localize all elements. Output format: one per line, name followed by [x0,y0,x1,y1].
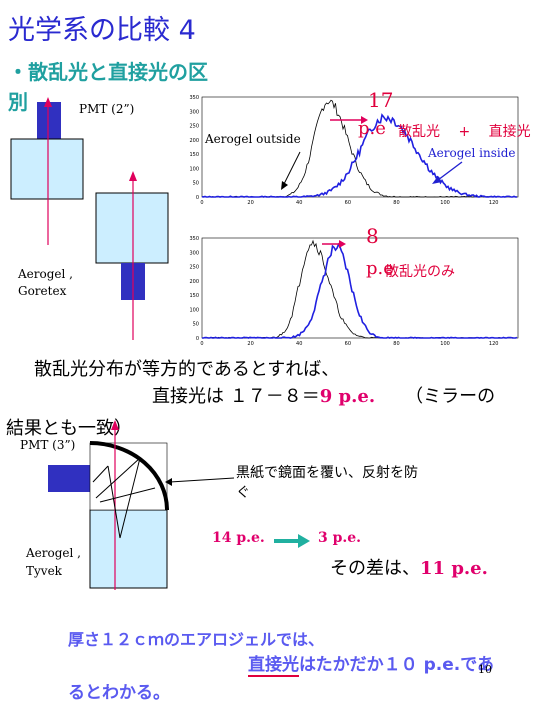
arrow-head-icon [44,97,52,107]
series-aerogel-inside [202,242,518,339]
y-tick-label: 0 [196,195,199,201]
y-tick-label: 300 [189,109,199,115]
value-before: 14 p.e. [212,530,265,546]
y-tick-label: 100 [189,307,199,313]
y-tick-label: 200 [189,279,199,285]
tyvek-label: Tyvek [26,564,62,578]
y-tick-labels: 350 300 250 200 150 100 50 0 [189,95,199,201]
difference-value: 11 p.e. [420,558,488,579]
setup-diagram-top [10,97,169,340]
aerogel-label: Aerogel , [18,267,73,281]
x-tick-label: 80 [393,341,399,347]
y-tick-label: 250 [189,124,199,130]
statement-line-1: 散乱光分布が等方的であるとすれば、 [34,359,340,380]
statement-suffix: （ミラーの [405,386,496,407]
arrow-head-icon [339,240,346,248]
conclusion-rest: はたかだか１０ p.e.であ [299,655,495,675]
pmt-large [48,465,90,492]
x-tick-label: 100 [440,341,450,347]
aerogel-box-shifted [95,192,169,264]
page-number: 10 [478,663,492,676]
conclusion-line-3: るとわかる。 [68,683,170,703]
x-tick-label: 60 [345,200,351,206]
x-tick-label: 100 [440,200,450,206]
value-after: 3 p.e. [318,530,362,546]
statement-line-3: 結果とも一致） [6,418,132,439]
aerogel-label-2: Aerogel , [26,546,81,560]
x-tick-label: 0 [200,200,203,206]
y-tick-label: 350 [189,95,199,101]
x-tick-labels: 0 20 40 60 80 100 120 [200,200,498,206]
histogram-top: 350 300 250 200 150 100 50 0 0 20 40 60 80 100 120 [189,95,519,206]
slide-title: 光学系の比較 4 [8,15,196,46]
label-aerogel-inside: Aerogel inside [428,146,516,160]
x-tick-label: 0 [200,341,203,347]
annotation-scattered-only: 散乱光のみ [385,264,455,280]
y-tick-label: 250 [189,265,199,271]
goretex-label: Goretex [18,284,67,298]
shift-bottom-unit: p.e [366,258,394,279]
arrow-head-icon [111,420,119,430]
aerogel-box-tyvek [89,509,168,589]
statement-line-2: 直接光は １７－８＝9 p.e. （ミラーの [152,382,495,408]
series-aerogel-inside [201,113,518,198]
y-tick-label: 50 [193,181,199,187]
x-tick-label: 40 [296,200,302,206]
shift-bottom-number: 8 [366,224,379,248]
y-tick-label: 100 [189,166,199,172]
histogram-bottom: 350 300 250 200 150 100 50 0 0 20 40 60 80 100 120 [189,236,519,347]
pmt-small [37,102,61,139]
y-tick-label: 200 [189,138,199,144]
arrow-head-icon [165,478,172,486]
arrow-head-icon [432,176,442,184]
label-aerogel-outside: Aerogel outside [205,132,301,146]
arrow-head-icon [281,181,288,190]
difference-prefix: その差は、 [330,558,420,579]
difference-line: その差は、11 p.e. [330,554,488,580]
x-tick-labels: 0 20 40 60 80 100 120 [200,341,498,347]
y-tick-label: 150 [189,293,199,299]
arrow-head-icon [129,171,137,181]
y-tick-label: 300 [189,250,199,256]
mirror-housing [89,442,168,511]
subtitle-continued: 別 [8,90,28,114]
y-tick-label: 0 [196,336,199,342]
pmt-label-3inch: PMT (3”) [20,438,76,452]
subtitle: ・散乱光と直接光の区 [8,60,208,84]
x-tick-label: 20 [247,200,253,206]
shift-top-unit: p.e [358,118,386,139]
y-tick-label: 150 [189,152,199,158]
pmt-label-2inch: PMT (2”) [79,102,135,116]
conclusion-underlined: 直接光 [248,655,299,677]
x-tick-label: 40 [296,341,302,347]
black-paper-note-continued: ぐ [236,485,250,501]
setup-diagram-mirror [48,420,235,590]
y-tick-labels: 350 300 250 200 150 100 50 0 [189,236,199,342]
y-tick-label: 50 [193,322,199,328]
black-paper-mirror [89,441,169,511]
x-tick-label: 120 [489,341,499,347]
annotation-scattered-plus-direct: 散乱光 + 直接光 [398,124,531,140]
direct-light-value: 9 p.e. [319,386,376,407]
black-paper-note: 黒紙で鏡面を覆い、反射を防 [236,465,418,481]
shift-top-number: 17 [368,88,394,112]
aerogel-box-top [10,138,84,200]
arrow-head-icon [361,116,368,124]
conclusion-line-1: 厚さ１２ｃｍのエアロジェルでは、 [68,630,325,649]
x-tick-label: 20 [247,341,253,347]
y-tick-label: 350 [189,236,199,242]
conclusion-line-2: 直接光はたかだか１０ p.e.であ [248,650,495,677]
x-tick-label: 60 [345,341,351,347]
x-tick-label: 80 [393,200,399,206]
statement-prefix: 直接光は １７－８＝ [152,386,320,407]
x-tick-label: 120 [489,200,499,206]
teal-arrow-icon [274,534,310,548]
